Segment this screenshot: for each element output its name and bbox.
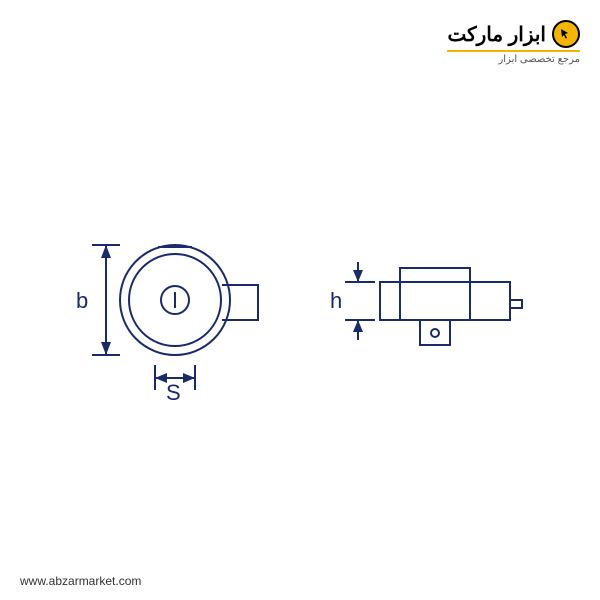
technical-drawing: [0, 0, 600, 600]
right-view: [345, 262, 522, 345]
cursor-target-icon: [552, 20, 580, 48]
logo-tagline: مرجع تخصصی ابزار: [447, 50, 580, 65]
logo-text: ابزار مارکت: [447, 22, 546, 47]
left-view: [92, 245, 258, 390]
dimension-label-h: h: [330, 288, 342, 314]
dimension-label-s: S: [166, 380, 181, 406]
dimension-label-b: b: [76, 288, 88, 314]
brand-logo: ابزار مارکت مرجع تخصصی ابزار: [447, 20, 580, 65]
footer-url: www.abzarmarket.com: [20, 574, 141, 588]
